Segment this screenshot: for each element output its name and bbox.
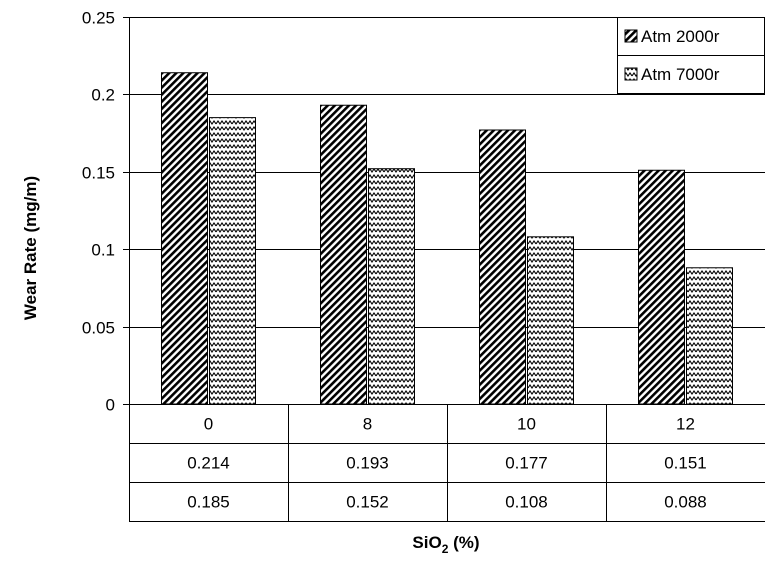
y-tick-label: 0.15: [82, 164, 115, 183]
x-category-label: 12: [676, 415, 695, 434]
y-tick-label: 0.1: [91, 241, 115, 260]
x-category-label: 0: [204, 415, 213, 434]
bar-atm-7000r: [686, 267, 733, 405]
x-axis-title: SiO2 (%): [412, 533, 479, 556]
bar-atm-2000r: [638, 169, 685, 405]
y-tick-label: 0.25: [82, 9, 115, 28]
y-tick-label: 0: [106, 396, 115, 415]
data-table-value: 0.193: [346, 454, 389, 473]
y-tick-label: 0.2: [91, 86, 115, 105]
bar-atm-7000r: [527, 236, 574, 405]
data-table-value: 0.088: [664, 493, 707, 512]
bar-atm-7000r: [209, 117, 256, 405]
data-table-value: 0.185: [187, 493, 230, 512]
data-table-value: 0.152: [346, 493, 389, 512]
data-table-value: 0.108: [505, 493, 548, 512]
bar-atm-2000r: [161, 72, 208, 405]
bar-atm-2000r: [320, 104, 367, 405]
x-category-label: 8: [363, 415, 372, 434]
legend-label: Atm 7000r: [641, 65, 720, 84]
data-table-value: 0.214: [187, 454, 230, 473]
y-axis: 0 0.05 0.1 0.15 0.2 0.25: [82, 9, 130, 521]
bar-atm-7000r: [368, 168, 415, 405]
bar-atm-2000r: [479, 129, 526, 405]
legend-swatch-atm-2000r: [624, 29, 638, 43]
bars: [161, 72, 733, 405]
data-table-value: 0.151: [664, 454, 707, 473]
x-category-label: 10: [517, 415, 536, 434]
legend: Atm 2000r Atm 7000r: [617, 17, 765, 94]
legend-label: Atm 2000r: [641, 27, 720, 46]
data-table: 0 0.214 0.185 8 0.193 0.152 10 0.177 0.108 12 0.15…: [129, 404, 765, 522]
legend-swatch-atm-7000r: [624, 67, 638, 81]
y-axis-title: Wear Rate (mg/m): [21, 176, 40, 320]
data-table-value: 0.177: [505, 454, 548, 473]
y-tick-label: 0.05: [82, 319, 115, 338]
